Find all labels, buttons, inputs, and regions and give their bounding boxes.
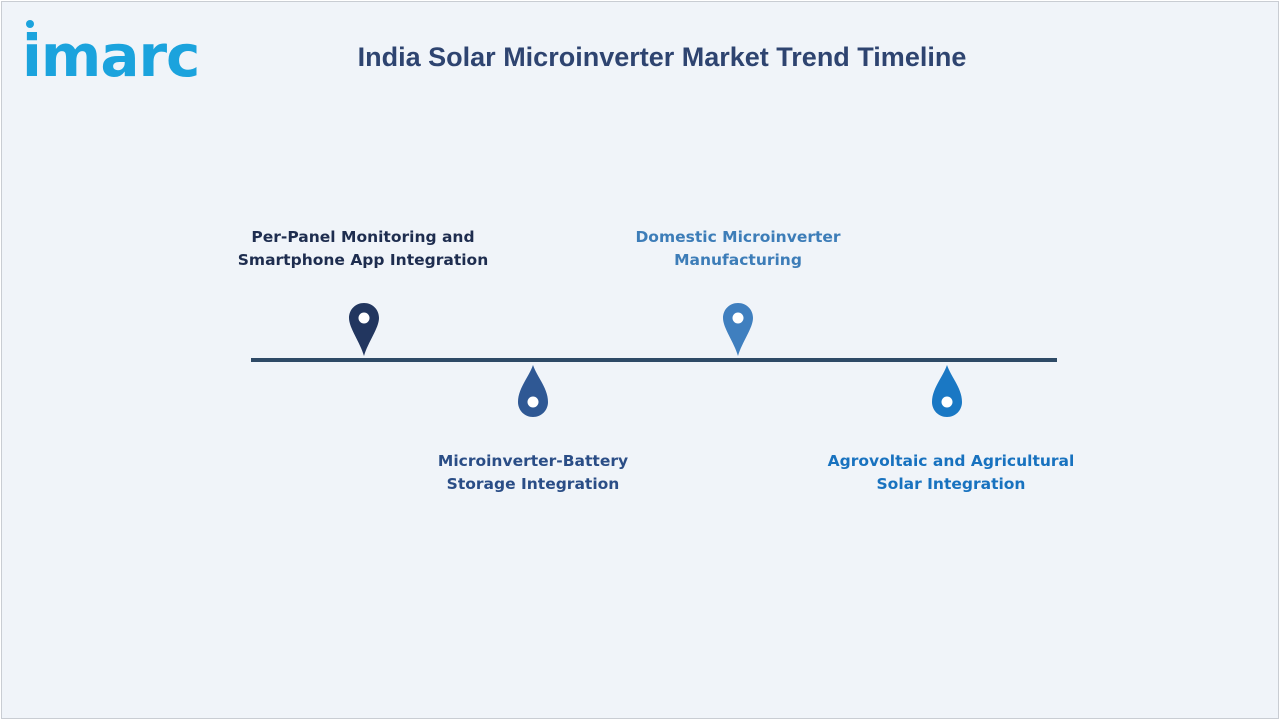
milestone-label-4-line-1: Agrovoltaic and Agricultural <box>827 452 1075 470</box>
svg-text:imarc: imarc <box>22 22 199 80</box>
milestone-label-2-line-2: Storage Integration <box>446 475 620 493</box>
milestone-label-3: Domestic Microinverter Manufacturing <box>608 226 868 272</box>
timeline-line <box>251 358 1057 362</box>
milestone-label-2: Microinverter-Battery Storage Integratio… <box>403 450 663 496</box>
map-pin-icon <box>348 302 380 356</box>
milestone-label-3-line-2: Manufacturing <box>674 251 802 269</box>
imarc-logo: imarc <box>22 20 204 80</box>
drop-marker-icon <box>517 364 549 418</box>
milestone-label-4: Agrovoltaic and Agricultural Solar Integ… <box>821 450 1081 496</box>
milestone-label-2-line-1: Microinverter-Battery <box>437 452 629 470</box>
milestone-label-1-line-2: Smartphone App Integration <box>237 251 489 269</box>
milestone-label-4-line-2: Solar Integration <box>876 475 1026 493</box>
page-title: India Solar Microinverter Market Trend T… <box>357 42 967 72</box>
map-pin-icon <box>722 302 754 356</box>
milestone-label-1-line-1: Per-Panel Monitoring and <box>251 228 475 246</box>
milestone-label-1: Per-Panel Monitoring and Smartphone App … <box>233 226 493 272</box>
drop-marker-icon <box>931 364 963 418</box>
milestone-label-3-line-1: Domestic Microinverter <box>635 228 841 246</box>
